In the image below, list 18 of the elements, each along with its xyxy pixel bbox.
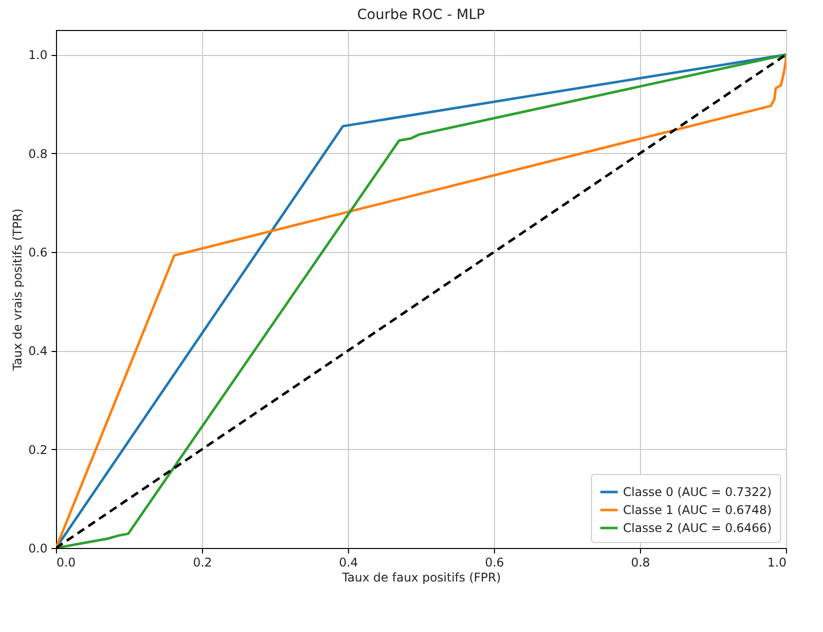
x-tick-label: 0.8 — [630, 556, 650, 570]
y-tick-label: 0.4 — [28, 344, 48, 358]
legend-label: Classe 2 (AUC = 0.6466) — [623, 521, 772, 535]
legend-label: Classe 1 (AUC = 0.6748) — [623, 503, 772, 517]
y-tick-label: 0.2 — [28, 442, 48, 457]
x-tick-label: 0.2 — [192, 556, 212, 570]
y-tick-label: 1.0 — [28, 48, 48, 62]
x-tick-label: 0.4 — [338, 556, 358, 570]
y-tick-label: 0.0 — [28, 542, 48, 556]
y-tick-label: 0.6 — [28, 246, 48, 260]
y-tick-label: 0.8 — [28, 146, 48, 161]
x-tick-label: 1.0 — [767, 556, 786, 570]
x-tick-label: 0.6 — [484, 556, 504, 570]
chart-title: Courbe ROC - MLP — [357, 7, 485, 23]
x-axis-title: Taux de faux positifs (FPR) — [341, 570, 501, 584]
y-axis-title: Taux de vrais positifs (TPR) — [10, 208, 24, 372]
legend-label: Classe 0 (AUC = 0.7322) — [623, 485, 772, 499]
x-tick-label: 0.0 — [56, 556, 76, 570]
